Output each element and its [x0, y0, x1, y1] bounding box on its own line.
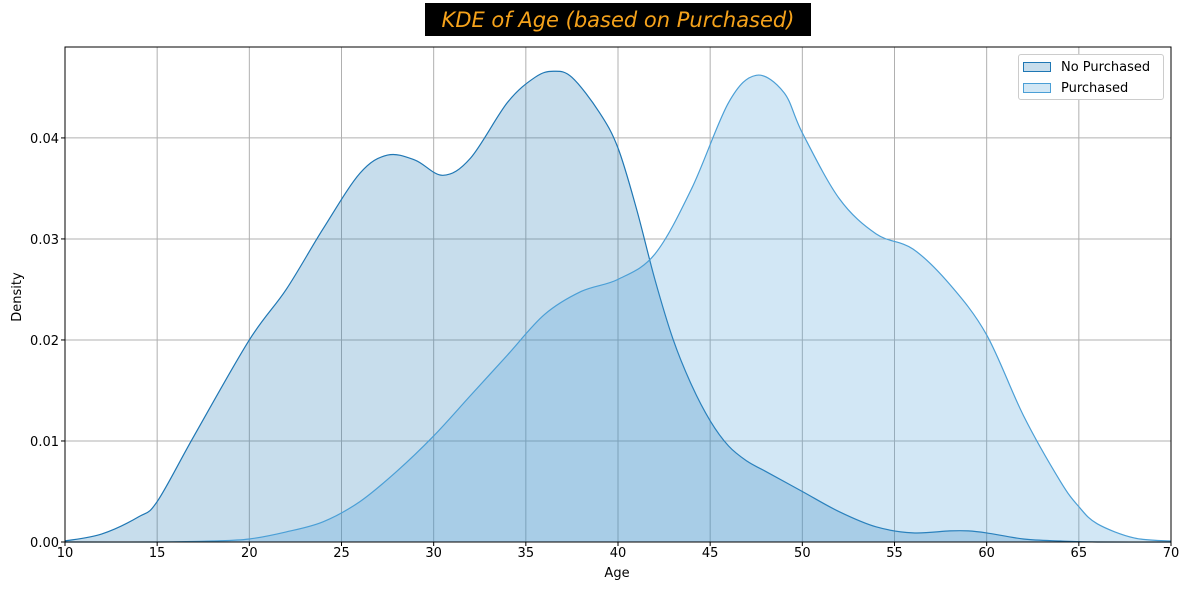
- x-tick-label: 40: [610, 546, 627, 561]
- y-tick-label: 0.00: [30, 536, 59, 551]
- legend-swatch-purchased: [1023, 83, 1051, 93]
- y-tick-label: 0.04: [30, 132, 59, 147]
- x-tick-label: 30: [425, 546, 442, 561]
- x-tick-label: 70: [1163, 546, 1180, 561]
- x-tick-label: 20: [241, 546, 258, 561]
- x-tick-label: 65: [1071, 546, 1088, 561]
- chart-title: KDE of Age (based on Purchased): [441, 7, 795, 32]
- legend-item-purchased: Purchased: [1023, 79, 1128, 97]
- axis-ticks: 10 15 20 25 30 35 40 45 50 55 60 65 70 0.00 0.01 0.02 0.…: [30, 132, 1179, 561]
- area-fill-no-purchased: [65, 71, 1171, 543]
- chart-title-box: KDE of Age (based on Purchased): [425, 3, 811, 36]
- x-tick-label: 15: [149, 546, 166, 561]
- area-fill-purchased: [65, 75, 1171, 543]
- y-axis-label: Density: [10, 272, 25, 322]
- y-tick-label: 0.03: [30, 233, 59, 248]
- y-tick-label: 0.02: [30, 334, 59, 349]
- x-tick-label: 60: [978, 546, 995, 561]
- density-areas: [64, 70, 1172, 543]
- x-tick-label: 55: [886, 546, 903, 561]
- x-tick-label: 35: [518, 546, 535, 561]
- x-tick-label: 50: [794, 546, 811, 561]
- density-line-purchased: [64, 74, 1172, 543]
- legend-label-no-purchased: No Purchased: [1061, 59, 1151, 75]
- legend-swatch-no-purchased: [1023, 62, 1051, 72]
- x-tick-label: 45: [702, 546, 719, 561]
- x-tick-label: 25: [333, 546, 350, 561]
- legend-label-purchased: Purchased: [1061, 80, 1129, 96]
- density-line-no-purchased: [64, 70, 1172, 543]
- y-tick-label: 0.01: [30, 435, 59, 450]
- legend-item-no-purchased: No Purchased: [1023, 58, 1150, 76]
- x-tick-label: 10: [57, 546, 74, 561]
- x-axis-label: Age: [604, 566, 629, 581]
- legend: No Purchased Purchased: [1018, 54, 1164, 100]
